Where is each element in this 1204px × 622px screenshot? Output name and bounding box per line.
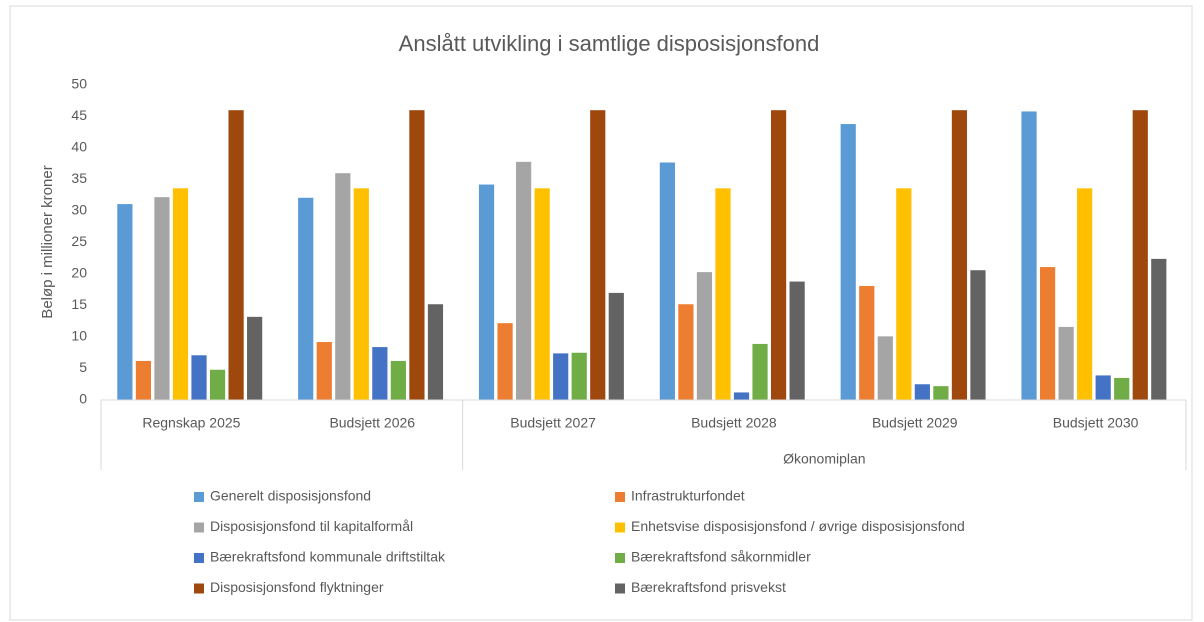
bar (590, 110, 606, 400)
legend-swatch (615, 492, 625, 502)
bar (970, 270, 986, 400)
legend-label: Disposisjonsfond flyktninger (210, 579, 384, 595)
legend-label: Infrastrukturfondet (631, 488, 745, 504)
x-tick-label: Budsjett 2026 (329, 415, 415, 431)
bar (896, 188, 912, 400)
bar (840, 124, 856, 400)
bar (209, 369, 226, 400)
y-tick-label: 20 (71, 265, 87, 281)
bar (228, 110, 244, 400)
legend-swatch (194, 583, 204, 594)
y-tick-label: 25 (71, 233, 87, 249)
bar (1151, 258, 1167, 400)
bar (478, 184, 495, 400)
bar (1077, 188, 1093, 400)
bar (933, 386, 949, 400)
y-tick-label: 30 (71, 202, 87, 218)
bar (770, 110, 787, 400)
legend-swatch (194, 492, 204, 502)
bar (534, 188, 550, 400)
bar (135, 360, 152, 400)
bar (1132, 110, 1148, 400)
bar (154, 197, 170, 400)
bar (516, 161, 532, 400)
y-tick-label: 15 (71, 296, 87, 312)
legend-label: Generelt disposisjonsfond (210, 488, 371, 504)
bar (427, 304, 444, 400)
bar (497, 323, 513, 400)
bar (553, 353, 569, 400)
legend-label: Bærekraftsfond såkornmidler (631, 549, 811, 565)
y-tick-label: 10 (71, 328, 87, 344)
bar (1095, 375, 1111, 400)
y-tick-label: 0 (79, 391, 87, 407)
bar (789, 281, 805, 400)
category-group-label: Økonomiplan (783, 451, 866, 467)
y-tick-label: 50 (71, 76, 87, 92)
x-tick-label: Budsjett 2028 (691, 415, 777, 431)
bar (914, 384, 930, 400)
bar (372, 347, 388, 400)
legend-label: Bærekraftsfond prisvekst (631, 579, 786, 595)
bar (571, 352, 587, 400)
bar (1021, 111, 1037, 401)
bar (390, 360, 406, 400)
bar (117, 204, 133, 400)
bar (298, 197, 314, 400)
bar (247, 316, 263, 400)
bar (335, 173, 351, 400)
bar (608, 292, 624, 400)
x-tick-label: Regnskap 2025 (142, 415, 240, 431)
bar (659, 162, 675, 400)
legend-label: Disposisjonsfond til kapitalformål (210, 518, 413, 534)
x-tick-label: Budsjett 2027 (510, 415, 596, 431)
bar (409, 110, 425, 400)
bar (715, 188, 731, 400)
legend-swatch (615, 583, 625, 594)
bar (1058, 326, 1074, 400)
bar (696, 272, 713, 400)
legend-swatch (615, 553, 625, 563)
y-tick-label: 35 (71, 170, 87, 186)
y-tick-label: 5 (79, 359, 87, 375)
legend-swatch (615, 522, 625, 533)
y-axis-label: Beløp i millioner kroner (39, 165, 56, 318)
bar (172, 188, 189, 400)
bar (1114, 377, 1130, 400)
legend-label: Bærekraftsfond kommunale driftstiltak (210, 549, 446, 565)
x-tick-label: Budsjett 2029 (872, 415, 958, 431)
y-tick-label: 45 (71, 107, 87, 123)
bar (877, 336, 893, 400)
chart-title: Anslått utvikling i samtlige disposisjon… (399, 31, 820, 56)
bar (733, 392, 750, 400)
legend-label: Enhetsvise disposisjonsfond / øvrige dis… (631, 518, 965, 534)
y-tick-label: 40 (71, 139, 87, 155)
bar (1039, 267, 1056, 400)
x-tick-label: Budsjett 2030 (1053, 415, 1139, 431)
legend-swatch (194, 522, 204, 533)
bar (316, 342, 332, 400)
bar (353, 188, 369, 400)
bar (191, 355, 207, 400)
bar (678, 304, 694, 400)
bar (752, 343, 768, 400)
bar (859, 285, 875, 400)
legend-swatch (194, 553, 204, 563)
bar (951, 110, 968, 400)
